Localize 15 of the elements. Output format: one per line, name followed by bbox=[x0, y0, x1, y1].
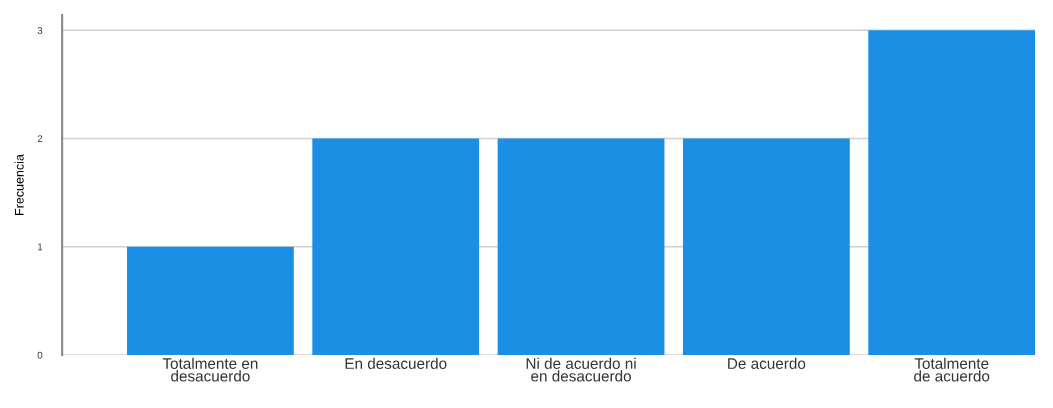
y-tick-label: 1 bbox=[38, 243, 43, 251]
y-tick-label: 2 bbox=[37, 135, 43, 143]
bar bbox=[312, 138, 480, 355]
bar bbox=[682, 138, 850, 355]
y-tick-label: 3 bbox=[37, 26, 43, 34]
x-tick-label: Totalmente de acuerdo bbox=[914, 357, 990, 382]
bar bbox=[126, 246, 294, 355]
x-tick-label: Ni de acuerdo ni en desacuerdo bbox=[526, 357, 636, 382]
y-axis-title: Frecuencia bbox=[14, 154, 24, 215]
x-tick-label: En desacuerdo bbox=[345, 357, 447, 369]
bar bbox=[497, 138, 665, 355]
x-tick-label: De acuerdo bbox=[728, 357, 806, 369]
y-tick-label: 0 bbox=[37, 351, 43, 359]
bar bbox=[868, 30, 1036, 355]
x-tick-label: Totalmente en desacuerdo bbox=[162, 357, 258, 382]
